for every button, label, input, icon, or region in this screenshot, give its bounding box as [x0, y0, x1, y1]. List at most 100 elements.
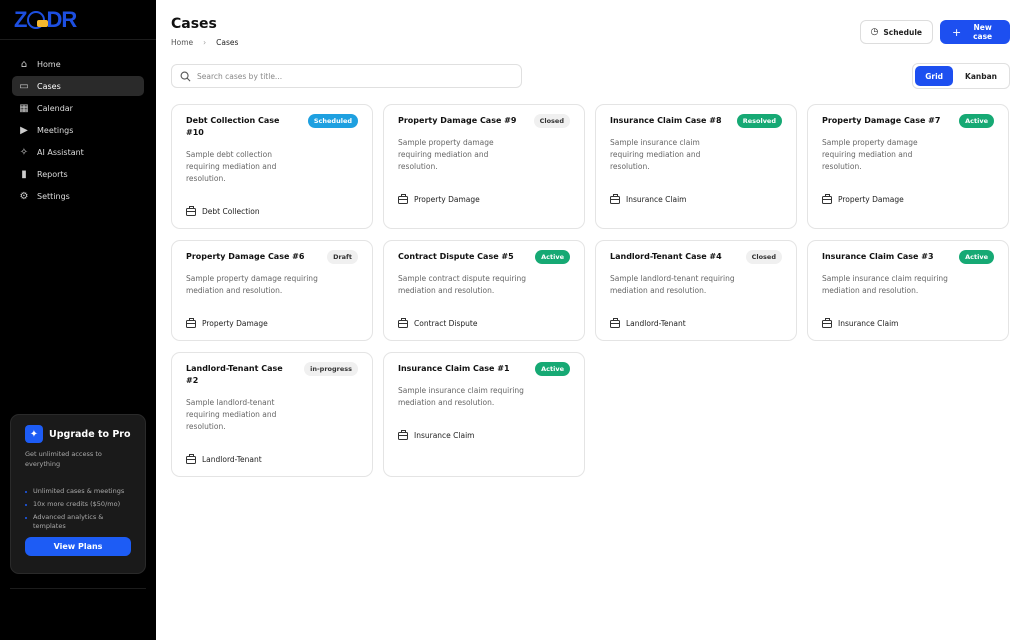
plus-icon: + — [952, 25, 962, 39]
category-label: Debt Collection — [202, 207, 260, 216]
sparkle-icon: ✦ — [25, 425, 43, 443]
case-title: Property Damage Case #9 — [398, 116, 517, 125]
case-category: Contract Dispute — [398, 317, 570, 328]
briefcase-icon — [822, 317, 832, 328]
calendar-icon: ▦ — [19, 102, 29, 114]
case-description: Sample insurance claim requiring mediati… — [610, 138, 701, 171]
status-badge: Scheduled — [307, 114, 358, 128]
category-label: Property Damage — [202, 319, 268, 328]
sidebar-item-cases[interactable]: ▭ Cases — [12, 76, 144, 96]
status-badge: Resolved — [736, 114, 782, 128]
case-card[interactable]: Property Damage Case #9 Sample property … — [383, 104, 585, 229]
briefcase-icon — [398, 193, 408, 204]
breadcrumb-current: Cases — [216, 38, 239, 47]
case-card[interactable]: Debt Collection Case #10 Sample debt col… — [171, 104, 373, 229]
case-description: Sample insurance claim requiring mediati… — [822, 274, 948, 295]
sidebar: Z DR ⌂ Home ▭ Cases ▦ Calendar ▶ Meetings ✧ AI Ass… — [0, 0, 156, 640]
view-plans-button[interactable]: View Plans — [25, 537, 131, 556]
new-case-button[interactable]: + New case — [940, 20, 1010, 44]
case-title: Property Damage Case #6 — [186, 252, 305, 261]
cases-grid: Debt Collection Case #10 Sample debt col… — [171, 104, 1010, 477]
sparkle-icon: ✧ — [19, 146, 29, 158]
case-card[interactable]: Property Damage Case #7 Sample property … — [807, 104, 1009, 229]
case-description: Sample property damage requiring mediati… — [398, 138, 494, 171]
case-category: Property Damage — [822, 193, 994, 204]
sidebar-item-home[interactable]: ⌂ Home — [12, 54, 144, 74]
case-category: Debt Collection — [186, 205, 358, 216]
sidebar-nav: ⌂ Home ▭ Cases ▦ Calendar ▶ Meetings ✧ AI Assista… — [0, 40, 156, 206]
search-box — [171, 64, 522, 88]
case-category: Insurance Claim — [822, 317, 994, 328]
feature-item: Unlimited cases & meetings — [25, 487, 131, 496]
upgrade-title: Upgrade to Pro — [49, 428, 131, 440]
sidebar-item-ai-assistant[interactable]: ✧ AI Assistant — [12, 142, 144, 162]
case-title: Landlord-Tenant Case #4 — [610, 252, 722, 261]
sidebar-item-label: AI Assistant — [37, 147, 84, 157]
status-badge: in-progress — [304, 362, 358, 376]
kanban-view-tab[interactable]: Kanban — [965, 71, 997, 81]
bar-chart-icon: ▮ — [21, 168, 27, 180]
breadcrumb-home[interactable]: Home — [171, 38, 194, 47]
case-description: Sample landlord-tenant requiring mediati… — [186, 398, 277, 431]
case-title: Debt Collection Case #10 — [186, 116, 280, 137]
sidebar-item-label: Reports — [37, 169, 68, 179]
briefcase-icon — [398, 317, 408, 328]
case-card[interactable]: Insurance Claim Case #3 Sample insurance… — [807, 240, 1009, 341]
search-icon — [180, 71, 191, 81]
upgrade-subtitle: Get unlimited access to everything — [25, 450, 102, 468]
case-card[interactable]: Insurance Claim Case #8 Sample insurance… — [595, 104, 797, 229]
status-badge: Active — [535, 250, 570, 264]
category-label: Insurance Claim — [838, 319, 899, 328]
case-description: Sample property damage requiring mediati… — [822, 138, 918, 171]
status-badge: Active — [959, 250, 994, 264]
feature-item: Advanced analytics & templates — [25, 513, 131, 531]
case-card[interactable]: Contract Dispute Case #5 Sample contract… — [383, 240, 585, 341]
zodr-logo[interactable]: Z DR — [0, 0, 156, 40]
case-title: Property Damage Case #7 — [822, 116, 941, 125]
sidebar-item-label: Calendar — [37, 103, 73, 113]
search-input[interactable] — [197, 71, 521, 81]
sidebar-item-calendar[interactable]: ▦ Calendar — [12, 98, 144, 118]
case-category: Landlord-Tenant — [610, 317, 782, 328]
page-title: Cases — [171, 16, 217, 32]
category-label: Insurance Claim — [414, 431, 475, 440]
case-card[interactable]: Property Damage Case #6 Sample property … — [171, 240, 373, 341]
video-icon: ▶ — [20, 124, 28, 136]
briefcase-icon — [186, 205, 196, 216]
category-label: Insurance Claim — [626, 195, 687, 204]
briefcase-icon — [822, 193, 832, 204]
case-card[interactable]: Insurance Claim Case #1 Sample insurance… — [383, 352, 585, 477]
case-title: Contract Dispute Case #5 — [398, 252, 514, 261]
sidebar-item-label: Home — [37, 59, 61, 69]
sidebar-item-meetings[interactable]: ▶ Meetings — [12, 120, 144, 140]
main-content: Cases Home › Cases ◷ Schedule + New case… — [156, 0, 1024, 640]
sidebar-item-label: Meetings — [37, 125, 74, 135]
case-description: Sample landlord-tenant requiring mediati… — [610, 274, 735, 295]
new-case-label: New case — [973, 23, 993, 41]
briefcase-icon — [186, 453, 196, 464]
case-description: Sample property damage requiring mediati… — [186, 274, 318, 295]
category-label: Landlord-Tenant — [626, 319, 686, 328]
globe-icon — [27, 10, 49, 29]
category-label: Property Damage — [838, 195, 904, 204]
clock-icon: ◷ — [870, 27, 879, 37]
case-card[interactable]: Landlord-Tenant Case #4 Sample landlord-… — [595, 240, 797, 341]
status-badge: Active — [959, 114, 994, 128]
sidebar-divider — [10, 588, 146, 589]
sidebar-item-reports[interactable]: ▮ Reports — [12, 164, 144, 184]
schedule-button[interactable]: ◷ Schedule — [859, 20, 933, 44]
grid-view-tab[interactable]: Grid — [915, 66, 954, 86]
briefcase-icon — [610, 193, 620, 204]
feature-item: 10x more credits ($50/mo) — [25, 500, 131, 509]
case-card[interactable]: Landlord-Tenant Case #2 Sample landlord-… — [171, 352, 373, 477]
breadcrumb: Home › Cases — [171, 38, 1010, 47]
sidebar-item-settings[interactable]: ⚙ Settings — [12, 186, 144, 206]
category-label: Contract Dispute — [414, 319, 478, 328]
briefcase-icon — [398, 429, 408, 440]
chevron-right-icon: › — [203, 38, 207, 47]
sidebar-item-label: Cases — [37, 81, 61, 91]
case-category: Insurance Claim — [398, 429, 570, 440]
status-badge: Active — [535, 362, 570, 376]
category-label: Property Damage — [414, 195, 480, 204]
folder-icon: ▭ — [19, 80, 29, 92]
